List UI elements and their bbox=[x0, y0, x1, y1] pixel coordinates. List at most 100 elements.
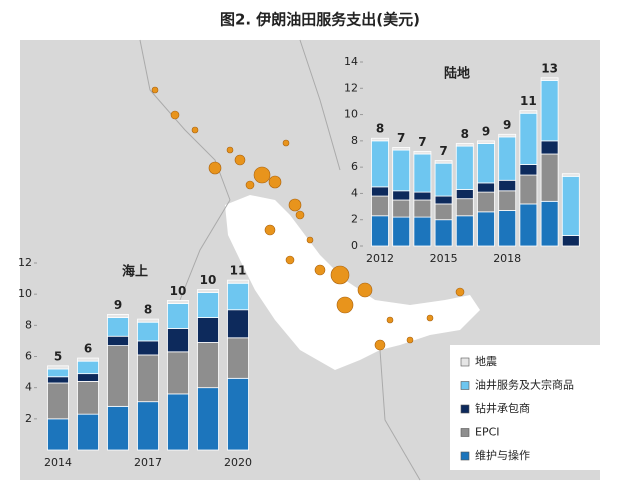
bar-segment bbox=[47, 368, 69, 378]
bar-segment bbox=[47, 365, 69, 370]
total-label: 9 bbox=[114, 298, 122, 312]
bar-segment bbox=[137, 354, 159, 403]
bar-segment bbox=[519, 164, 538, 176]
bar-segment bbox=[540, 80, 559, 142]
bar-segment bbox=[137, 321, 159, 342]
bar-segment bbox=[137, 340, 159, 356]
bar-segment bbox=[477, 143, 495, 184]
bar-segment bbox=[227, 337, 249, 379]
y-tick-label: 4 bbox=[25, 381, 32, 394]
bar-segment bbox=[77, 373, 99, 382]
bar-segment bbox=[77, 357, 99, 362]
page-title: 图2. 伊朗油田服务支出(美元) bbox=[220, 11, 420, 29]
y-tick-label: 12 bbox=[18, 256, 32, 269]
bar-segment bbox=[434, 219, 453, 247]
y-tick-label: 6 bbox=[25, 350, 32, 363]
legend-swatch bbox=[460, 428, 470, 437]
total-label: 5 bbox=[54, 349, 62, 363]
bar-segment bbox=[477, 140, 495, 144]
legend-swatch bbox=[460, 451, 470, 461]
bar-segment bbox=[477, 211, 495, 247]
y-tick-label: 8 bbox=[25, 318, 32, 331]
chart-title: 陆地 bbox=[444, 66, 470, 82]
bar-segment bbox=[227, 282, 249, 311]
bar-segment bbox=[137, 318, 159, 323]
bar-segment bbox=[167, 303, 189, 329]
bar-segment bbox=[540, 200, 559, 247]
legend-label: EPCI bbox=[475, 426, 500, 439]
bar-segment bbox=[167, 299, 189, 304]
legend-swatch bbox=[460, 404, 470, 414]
bar-segment bbox=[413, 153, 432, 193]
total-label: 8 bbox=[461, 127, 469, 141]
bar-segment bbox=[455, 143, 474, 147]
bar-segment bbox=[371, 195, 389, 217]
bar-segment bbox=[498, 133, 517, 138]
total-label: 6 bbox=[84, 342, 92, 356]
bar-segment bbox=[197, 317, 219, 343]
legend-label: 钻井承包商 bbox=[475, 401, 530, 415]
bar-segment bbox=[477, 182, 495, 193]
bar-segment bbox=[477, 191, 495, 213]
bar-segment bbox=[47, 376, 69, 384]
total-label: 10 bbox=[200, 273, 217, 287]
bar-segment bbox=[77, 413, 99, 451]
bar-segment bbox=[392, 216, 411, 247]
bar-segment bbox=[455, 198, 474, 217]
x-tick-label: 2012 bbox=[366, 252, 394, 265]
bar-segment bbox=[197, 292, 219, 318]
bar-segment bbox=[167, 328, 189, 353]
bar-segment bbox=[47, 418, 69, 451]
bar-segment bbox=[227, 279, 249, 284]
bar-segment bbox=[392, 199, 411, 218]
total-label: 7 bbox=[439, 144, 447, 158]
x-tick-label: 2014 bbox=[44, 456, 72, 469]
legend-label: 油井服务及大宗商品 bbox=[475, 378, 574, 392]
bar-segment bbox=[413, 216, 432, 247]
bar-segment bbox=[137, 401, 159, 451]
total-label: 11 bbox=[230, 264, 247, 278]
bar-segment bbox=[540, 77, 559, 81]
bar-segment bbox=[561, 175, 580, 236]
bar-segment bbox=[561, 173, 580, 177]
total-label: 7 bbox=[397, 131, 405, 145]
bar-segment bbox=[371, 137, 389, 142]
bar-segment bbox=[392, 190, 411, 201]
y-tick-label: 2 bbox=[25, 412, 32, 425]
bar-segment bbox=[107, 405, 129, 451]
bar-segment bbox=[107, 314, 129, 318]
bar-segment bbox=[392, 149, 411, 192]
y-tick-label: 6 bbox=[351, 160, 358, 173]
bar-segment bbox=[519, 110, 538, 114]
legend-label: 地震 bbox=[475, 355, 497, 368]
bar-segment bbox=[498, 210, 517, 247]
bar-segment bbox=[561, 235, 580, 247]
bar-segment bbox=[371, 215, 389, 247]
bar-segment bbox=[455, 215, 474, 247]
legend-swatch bbox=[460, 357, 470, 367]
total-label: 7 bbox=[418, 135, 426, 149]
bar-segment bbox=[197, 289, 219, 294]
y-tick-label: 2 bbox=[351, 213, 358, 226]
bar-segment bbox=[434, 195, 453, 205]
bar-segment bbox=[47, 382, 69, 420]
y-tick-label: 0 bbox=[351, 239, 358, 252]
y-tick-label: 8 bbox=[351, 134, 358, 147]
total-label: 10 bbox=[170, 284, 187, 298]
bar-segment bbox=[519, 112, 538, 165]
bar-segment bbox=[455, 145, 474, 190]
legend-label: 维护与操作 bbox=[475, 448, 530, 462]
bar-segment bbox=[167, 393, 189, 451]
bar-segment bbox=[540, 140, 559, 155]
bar-segment bbox=[434, 203, 453, 221]
y-tick-label: 12 bbox=[344, 81, 358, 94]
total-label: 11 bbox=[520, 94, 537, 108]
x-tick-label: 2020 bbox=[224, 456, 252, 469]
total-label: 13 bbox=[541, 61, 558, 75]
bar-segment bbox=[392, 147, 411, 151]
bar-segment bbox=[107, 345, 129, 407]
bar-segment bbox=[227, 377, 249, 451]
bar-segment bbox=[413, 191, 432, 201]
total-label: 9 bbox=[503, 118, 511, 132]
